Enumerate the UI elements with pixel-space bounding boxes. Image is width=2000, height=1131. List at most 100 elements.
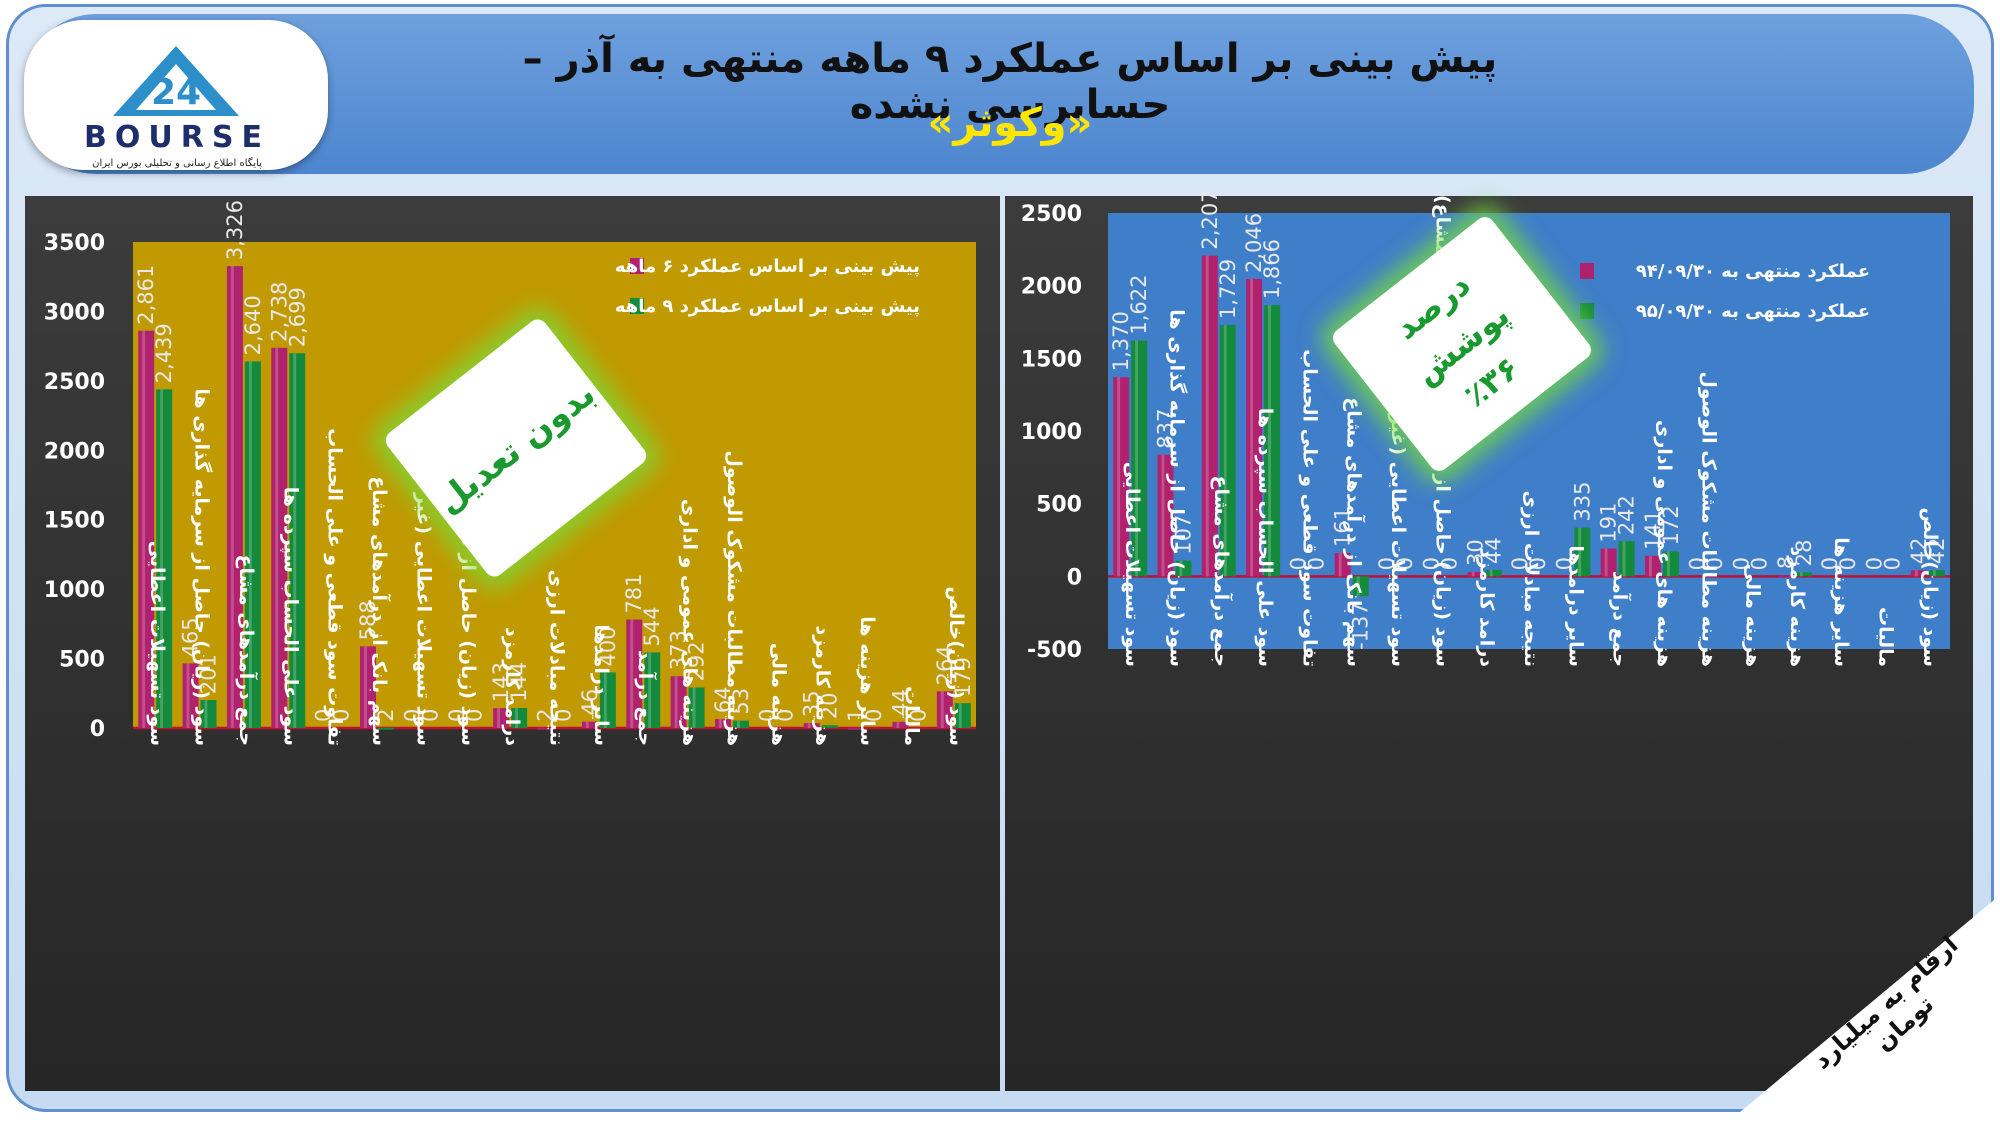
right-bar-shine bbox=[1268, 305, 1271, 577]
left-data-label: 201 bbox=[197, 654, 221, 694]
right-category-label: سهم بانک از درآمدهای مشاع bbox=[1343, 397, 1367, 667]
company-name: «وکوثر» bbox=[927, 100, 1093, 146]
right-data-label: 242 bbox=[1615, 495, 1639, 535]
left-y-tick-label: 1500 bbox=[44, 509, 105, 534]
logo-word: BOURSE bbox=[84, 120, 270, 155]
left-bar-shine bbox=[142, 330, 146, 728]
left-category-label: جمع درآمد bbox=[634, 650, 658, 746]
right-category-label: مالیات bbox=[1875, 607, 1897, 667]
left-data-label: 0 bbox=[400, 709, 424, 722]
right-category-label: نتیجه مبادلات ارزی bbox=[1520, 490, 1542, 667]
left-bar bbox=[644, 652, 661, 728]
left-data-label: 64 bbox=[711, 686, 735, 713]
left-bar-shine bbox=[896, 721, 900, 728]
left-bar-shine bbox=[204, 700, 208, 728]
left-data-label: 2,699 bbox=[285, 287, 309, 347]
right-category-label: هزینه مطالبات مشکوک الوصول bbox=[1697, 371, 1719, 667]
left-y-tick-label: 2000 bbox=[44, 439, 105, 464]
right-data-label: 1,622 bbox=[1127, 274, 1151, 334]
left-bar-shine bbox=[940, 691, 944, 728]
right-data-label: 161 bbox=[1331, 507, 1355, 547]
right-bar-shine bbox=[1914, 570, 1918, 577]
left-bar-shine bbox=[497, 708, 501, 728]
left-bar bbox=[537, 727, 554, 730]
left-bar bbox=[360, 646, 377, 728]
right-category-label: جمع درآمدهای مشاع bbox=[1210, 475, 1234, 667]
right-legend-swatch bbox=[1580, 303, 1594, 319]
left-data-label: 0 bbox=[418, 709, 442, 722]
right-data-label: 0 bbox=[1730, 557, 1754, 570]
right-category-label: سود (زیان)خالص bbox=[1919, 507, 1941, 667]
left-category-label: سهم بانک از درآمدهای مشاع bbox=[368, 476, 392, 746]
left-data-label: 0 bbox=[551, 709, 575, 722]
left-bar bbox=[493, 708, 510, 728]
right-bar bbox=[1600, 548, 1617, 577]
left-category-label: سود تسهیلات اعطایی (غیر مشاع) bbox=[412, 426, 434, 746]
left-data-label: 0 bbox=[906, 709, 930, 722]
logo-number: 24 bbox=[151, 72, 201, 113]
left-bar bbox=[688, 687, 705, 728]
left-bar-shine bbox=[293, 353, 297, 728]
right-bar-shine bbox=[1799, 572, 1803, 577]
right-data-label: 141 bbox=[1641, 510, 1665, 550]
left-category-label: هزینه مطالبات مشکوک الوصول bbox=[723, 450, 745, 746]
right-bar-shine bbox=[1489, 569, 1493, 577]
left-bar bbox=[848, 727, 865, 730]
right-data-label: 0 bbox=[1419, 557, 1443, 570]
right-y-tick-label: 0 bbox=[1067, 565, 1082, 590]
left-bar-shine bbox=[718, 719, 722, 728]
right-data-label: 0 bbox=[1508, 557, 1532, 570]
left-y-tick-label: 1000 bbox=[44, 578, 105, 603]
left-data-label: 0 bbox=[773, 709, 797, 722]
right-bar bbox=[1175, 560, 1192, 577]
right-bar bbox=[1201, 255, 1218, 577]
left-category-label: سود تسهیلات اعطایی bbox=[146, 541, 168, 746]
left-bar bbox=[599, 672, 616, 728]
left-category-label: سود علی الحساب سپرده ها bbox=[279, 487, 301, 746]
left-data-label: 143 bbox=[489, 662, 513, 702]
right-bar bbox=[1662, 551, 1679, 577]
left-category-label: سایر درامدها bbox=[590, 624, 612, 746]
right-bar bbox=[1574, 527, 1591, 577]
right-bar-shine bbox=[1250, 278, 1254, 577]
left-category-label: سود (زیان) حاصل از سرمایه گذاری ها bbox=[191, 388, 214, 746]
left-data-label: 0 bbox=[755, 709, 779, 722]
right-y-tick-label: 2000 bbox=[1021, 275, 1082, 300]
right-data-label: 8 bbox=[1774, 556, 1798, 569]
right-bar bbox=[1246, 278, 1263, 577]
right-data-label: 335 bbox=[1570, 482, 1594, 522]
left-bar bbox=[182, 663, 199, 728]
right-bar bbox=[1928, 570, 1945, 577]
left-data-label: 2 bbox=[374, 708, 398, 721]
left-bar bbox=[803, 723, 820, 728]
left-bar bbox=[378, 727, 394, 730]
right-category-label: جمع درآمد bbox=[1609, 571, 1633, 667]
right-category-label: درامد کارمزد bbox=[1476, 548, 1498, 667]
right-bar bbox=[1334, 552, 1351, 577]
left-y-tick-label: 2500 bbox=[44, 370, 105, 395]
right-category-label: سود علی الحساب سپرده ها bbox=[1254, 408, 1276, 667]
left-bar bbox=[892, 721, 909, 728]
left-bar-shine bbox=[248, 361, 252, 728]
right-data-label: 0 bbox=[1863, 557, 1887, 570]
left-data-label: 1 bbox=[844, 708, 868, 721]
left-data-label: 53 bbox=[729, 688, 753, 715]
page-title: پیش بینی بر اساس عملکرد ۹ ماهه منتهی به … bbox=[522, 36, 1498, 128]
left-category-label: سایر هزینه ها bbox=[856, 616, 878, 746]
left-bar bbox=[936, 691, 953, 728]
left-data-label: 373 bbox=[667, 630, 691, 670]
left-data-label: 465 bbox=[179, 617, 203, 657]
right-y-tick-label: 1000 bbox=[1021, 420, 1082, 445]
right-data-label: 42 bbox=[1925, 537, 1949, 564]
right-bar bbox=[1113, 377, 1130, 577]
right-data-label: 0 bbox=[1552, 557, 1576, 570]
left-bar-shine bbox=[603, 672, 607, 728]
left-y-tick-label: 500 bbox=[59, 648, 105, 673]
right-data-label: 28 bbox=[1792, 540, 1816, 567]
left-data-label: 179 bbox=[951, 657, 975, 697]
left-bar bbox=[156, 389, 173, 728]
left-category-label: تفاوت سود قطعی و علی الحساب bbox=[324, 428, 346, 746]
left-bar-shine bbox=[807, 723, 811, 728]
left-bar-shine bbox=[230, 266, 234, 728]
left-bar-shine bbox=[630, 619, 634, 728]
